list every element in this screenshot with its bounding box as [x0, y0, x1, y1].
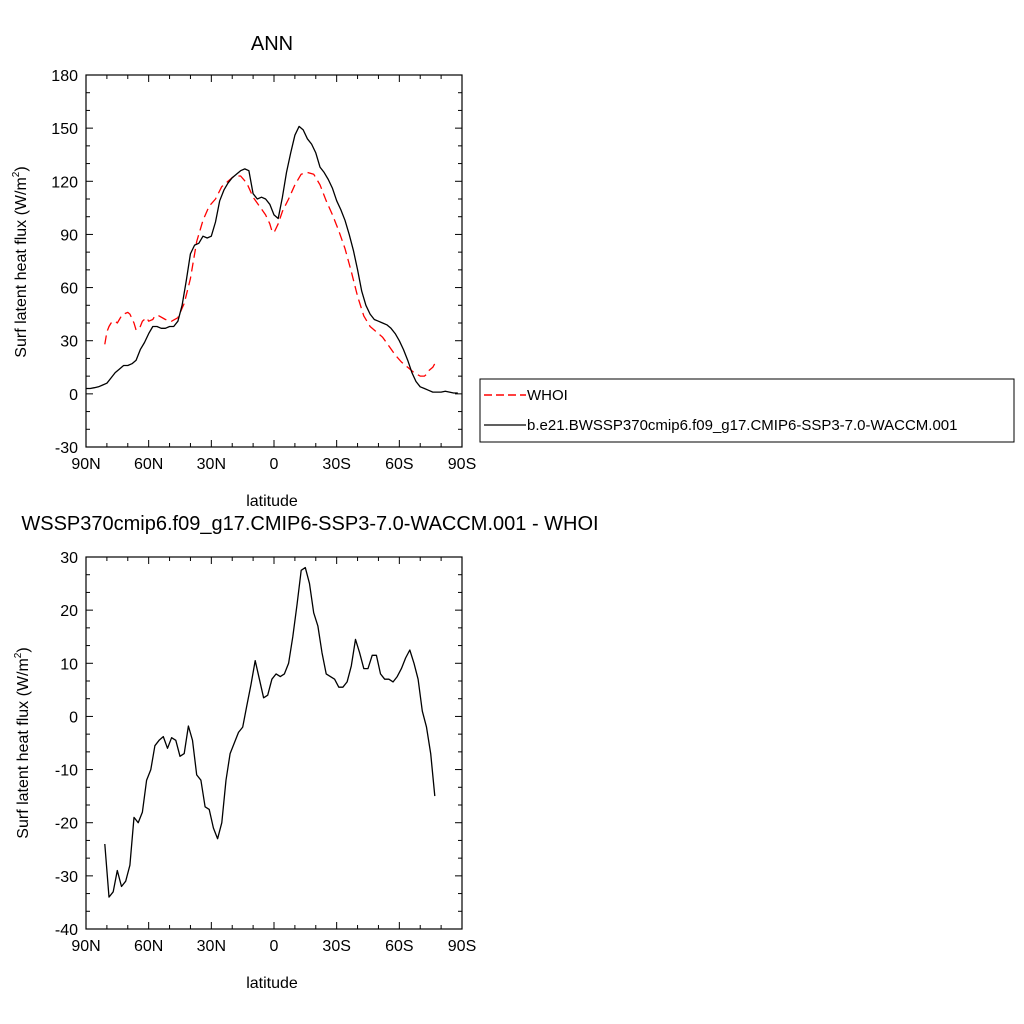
y-tick-label: 20 [60, 603, 78, 620]
x-tick-label: 30S [322, 456, 350, 473]
bottom-chart-x-axis-title: latitude [246, 975, 298, 992]
legend-frame [479, 378, 1015, 443]
top-line-chart: ANN Surf latent heat flux (W/m2) latitud… [11, 33, 1015, 510]
series-line-whoi [104, 171, 438, 377]
y-tick-label: 60 [60, 281, 78, 298]
y-tick-label: 30 [60, 550, 78, 567]
y-tick-label: -30 [55, 869, 78, 886]
top-chart-y-axis-title: Surf latent heat flux (W/m2) [11, 166, 30, 357]
plot-frame [85, 74, 463, 448]
y-tick-label: 10 [60, 656, 78, 673]
x-tick-label: 30N [197, 456, 226, 473]
x-tick-label: 60N [134, 456, 163, 473]
series-line-difference [104, 566, 436, 898]
x-tick-label: 0 [270, 456, 279, 473]
x-tick-label: 60N [134, 938, 163, 955]
y-tick-label: 30 [60, 334, 78, 351]
top-chart-title: ANN [251, 33, 293, 55]
x-tick-label: 60S [385, 456, 413, 473]
y-tick-label: 150 [51, 121, 78, 138]
y-tick-label: -30 [55, 440, 78, 457]
series-line-b [86, 125, 458, 394]
x-tick-label: 90N [71, 456, 100, 473]
x-tick-label: 90S [448, 938, 476, 955]
bottom-line-chart: WSSP370cmip6.f09_g17.CMIP6-SSP3-7.0-WACC… [13, 513, 599, 992]
legend-label-model: b.e21.BWSSP370cmip6.f09_g17.CMIP6-SSP3-7… [527, 417, 957, 434]
y-tick-label: 0 [69, 709, 78, 726]
top-chart-x-axis-title: latitude [246, 493, 298, 510]
x-tick-label: 60S [385, 938, 413, 955]
x-tick-label: 30N [197, 938, 226, 955]
x-tick-label: 0 [270, 938, 279, 955]
y-tick-label: -10 [55, 763, 78, 780]
y-tick-label: 180 [51, 68, 78, 85]
y-tick-label: 0 [69, 387, 78, 404]
x-tick-label: 30S [322, 938, 350, 955]
bottom-chart-y-axis-title: Surf latent heat flux (W/m2) [13, 647, 32, 838]
y-tick-label: -20 [55, 816, 78, 833]
x-tick-label: 90N [71, 938, 100, 955]
y-tick-label: 90 [60, 227, 78, 244]
bottom-chart-title: WSSP370cmip6.f09_g17.CMIP6-SSP3-7.0-WACC… [21, 513, 598, 535]
legend-label-whoi: WHOI [527, 387, 568, 404]
plot-frame [85, 556, 463, 930]
top-chart-legend: WHOI b.e21.BWSSP370cmip6.f09_g17.CMIP6-S… [479, 378, 1015, 443]
x-tick-label: 90S [448, 456, 476, 473]
y-tick-label: -40 [55, 922, 78, 939]
y-tick-label: 120 [51, 174, 78, 191]
